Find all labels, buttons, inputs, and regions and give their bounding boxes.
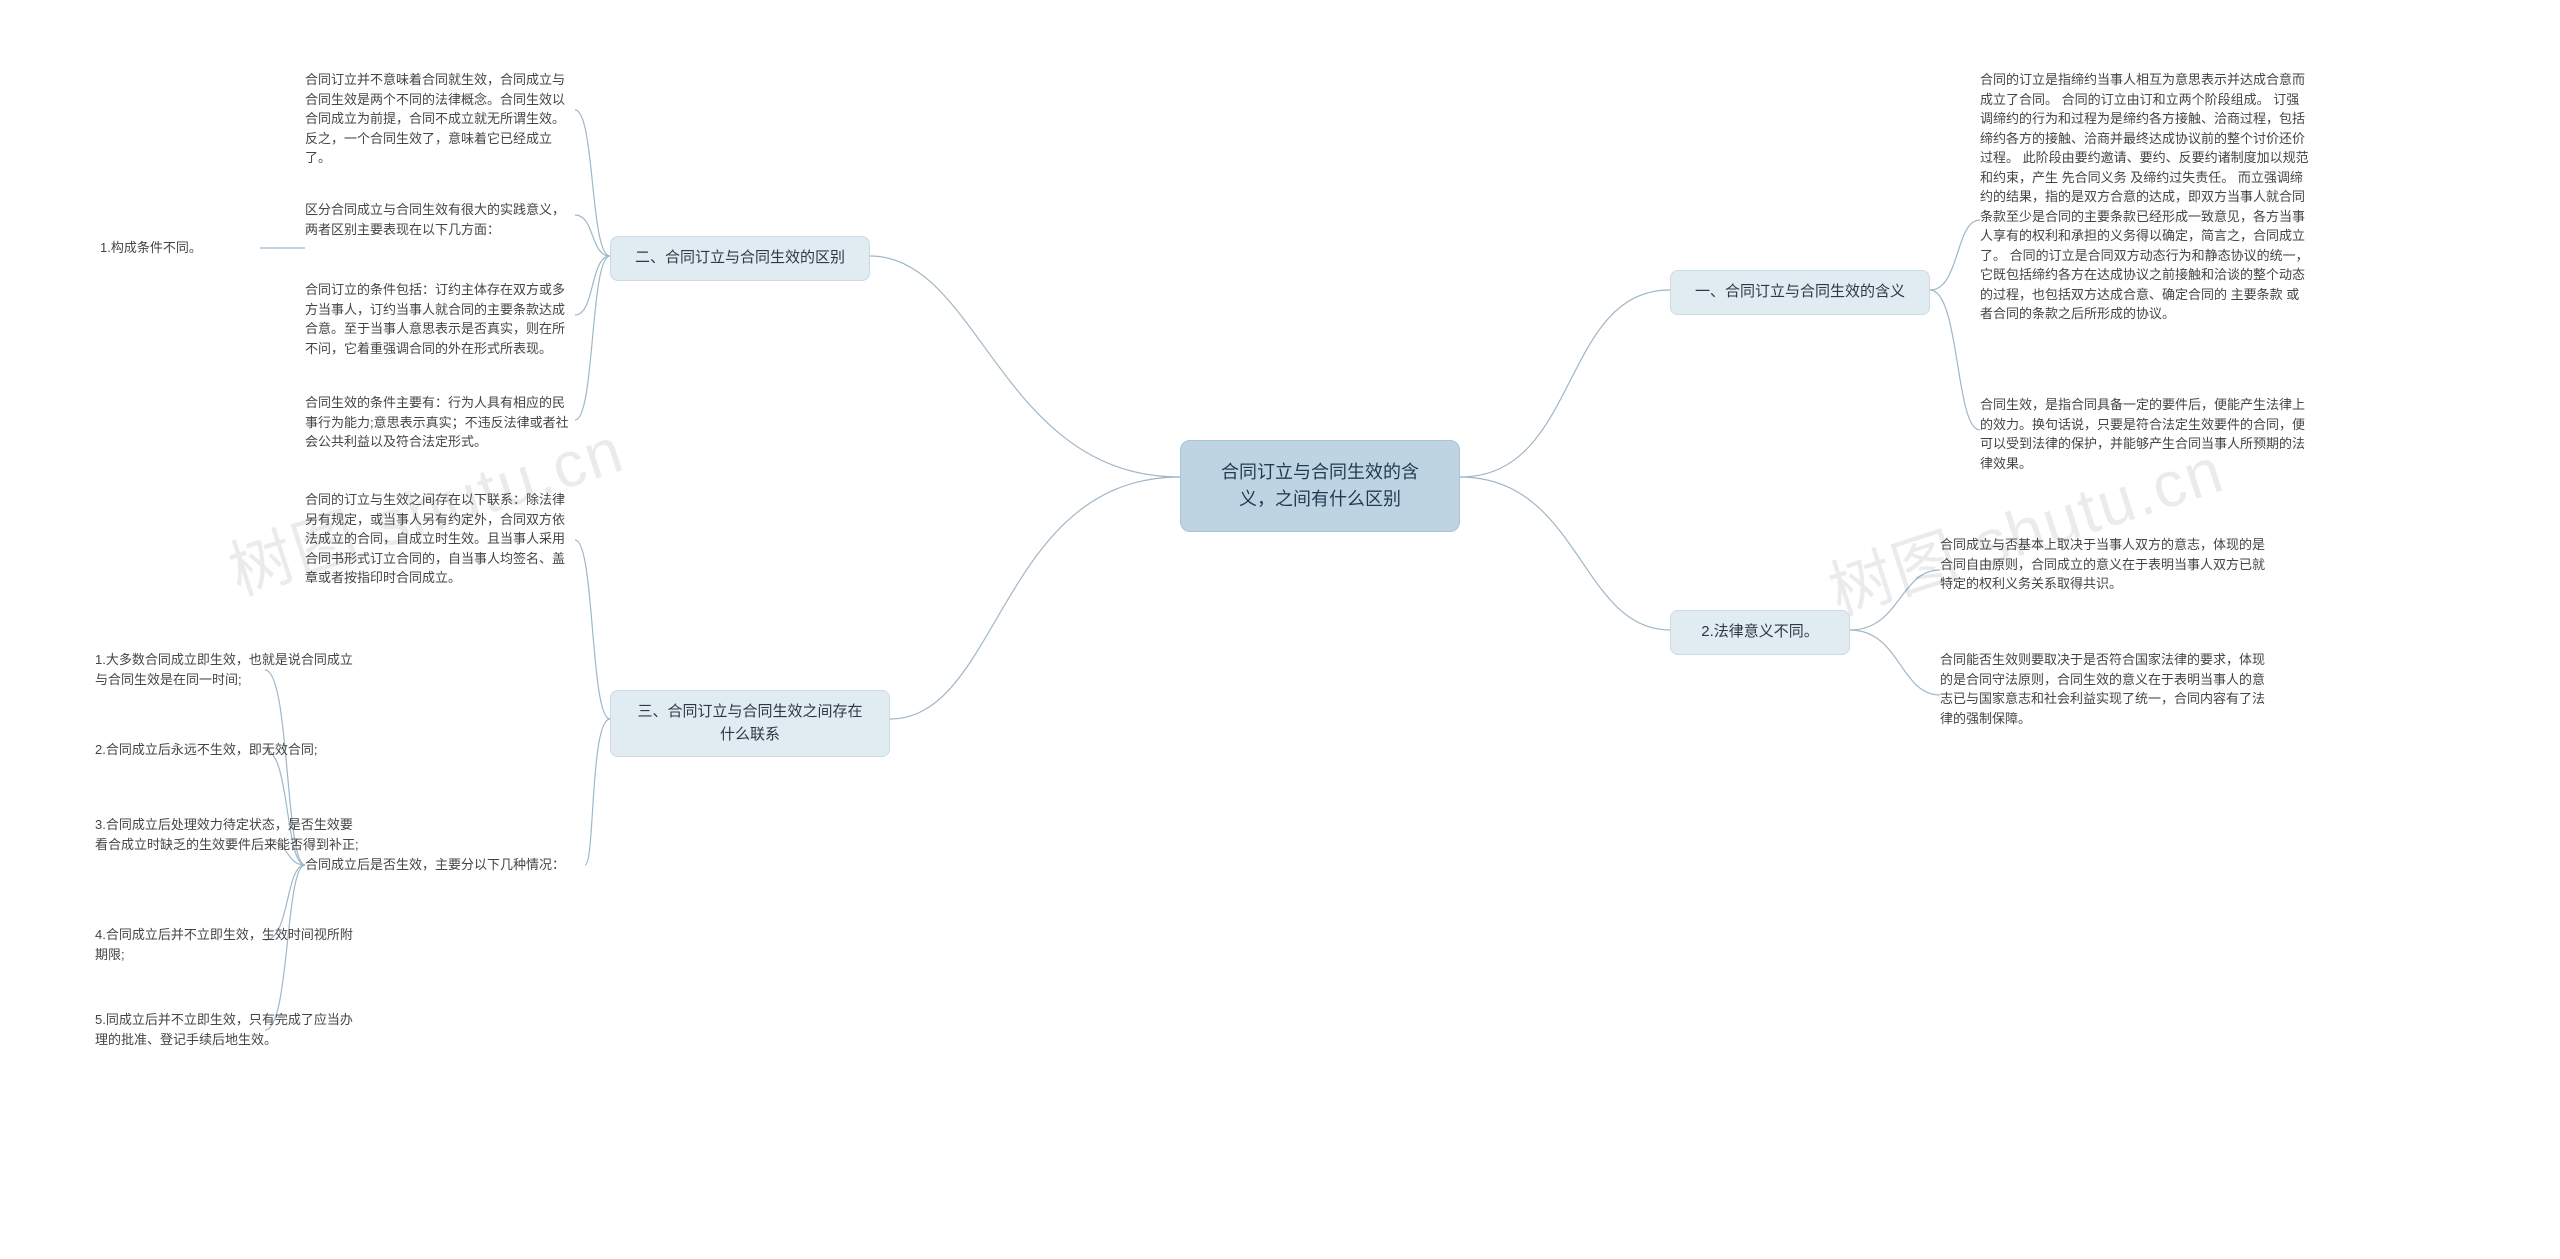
leaf-l1c: 合同订立的条件包括：订约主体存在双方或多方当事人，订约当事人就合同的主要条款达成… <box>305 280 575 358</box>
leaf-l2s5: 5.同成立后并不立即生效，只有完成了应当办理的批准、登记手续后地生效。 <box>95 1010 365 1049</box>
leaf-l1a: 合同订立并不意味着合同就生效，合同成立与合同生效是两个不同的法律概念。合同生效以… <box>305 70 575 168</box>
leaf-text: 合同生效的条件主要有：行为人具有相应的民事行为能力;意思表示真实；不违反法律或者… <box>305 395 569 449</box>
leaf-l2a: 合同的订立与生效之间存在以下联系：除法律另有规定，或当事人另有约定外，合同双方依… <box>305 490 575 588</box>
leaf-text: 合同成立后是否生效，主要分以下几种情况： <box>305 857 565 872</box>
leaf-r1a: 合同的订立是指缔约当事人相互为意思表示并达成合意而成立了合同。 合同的订立由订和… <box>1980 70 2310 324</box>
branch-label: 2.法律意义不同。 <box>1701 623 1819 640</box>
branch-right-2[interactable]: 2.法律意义不同。 <box>1670 610 1850 655</box>
leaf-text: 2.合同成立后永远不生效，即无效合同; <box>95 742 317 757</box>
branch-label-l1: 三、合同订立与合同生效之间存在 <box>629 701 871 724</box>
leaf-text: 合同的订立与生效之间存在以下联系：除法律另有规定，或当事人另有约定外，合同双方依… <box>305 492 565 585</box>
leaf-text: 合同的订立是指缔约当事人相互为意思表示并达成合意而成立了合同。 合同的订立由订和… <box>1980 72 2309 321</box>
branch-right-1[interactable]: 一、合同订立与合同生效的含义 <box>1670 270 1930 315</box>
leaf-text: 5.同成立后并不立即生效，只有完成了应当办理的批准、登记手续后地生效。 <box>95 1012 353 1047</box>
branch-label: 一、合同订立与合同生效的含义 <box>1695 283 1905 300</box>
leaf-l2s2: 2.合同成立后永远不生效，即无效合同; <box>95 740 365 760</box>
leaf-r1b: 合同生效，是指合同具备一定的要件后，便能产生法律上的效力。换句话说，只要是符合法… <box>1980 395 2310 473</box>
leaf-l2s4: 4.合同成立后并不立即生效，生效时间视所附期限; <box>95 925 365 964</box>
leaf-l1b: 区分合同成立与合同生效有很大的实践意义，两者区别主要表现在以下几方面： <box>305 200 575 239</box>
root-line2: 义，之间有什么区别 <box>1207 486 1433 513</box>
root-line1: 合同订立与合同生效的含 <box>1207 459 1433 486</box>
leaf-l1d: 合同生效的条件主要有：行为人具有相应的民事行为能力;意思表示真实；不违反法律或者… <box>305 393 575 452</box>
leaf-r2b: 合同能否生效则要取决于是否符合国家法律的要求，体现的是合同守法原则，合同生效的意… <box>1940 650 2270 728</box>
leaf-text: 合同订立并不意味着合同就生效，合同成立与合同生效是两个不同的法律概念。合同生效以… <box>305 72 565 165</box>
leaf-l2b: 合同成立后是否生效，主要分以下几种情况： <box>305 855 585 875</box>
leaf-l2s3: 3.合同成立后处理效力待定状态，是否生效要看合成立时缺乏的生效要件后来能否得到补… <box>95 815 365 854</box>
leaf-text: 3.合同成立后处理效力待定状态，是否生效要看合成立时缺乏的生效要件后来能否得到补… <box>95 817 359 852</box>
branch-left-2[interactable]: 三、合同订立与合同生效之间存在 什么联系 <box>610 690 890 757</box>
leaf-text: 合同生效，是指合同具备一定的要件后，便能产生法律上的效力。换句话说，只要是符合法… <box>1980 397 2305 471</box>
leaf-text: 1.大多数合同成立即生效，也就是说合同成立与合同生效是在同一时间; <box>95 652 353 687</box>
root-node[interactable]: 合同订立与合同生效的含 义，之间有什么区别 <box>1180 440 1460 532</box>
mindmap-canvas: 树图 shutu.cn 树图 shutu.cn 合同订立与合同生效的含 义，之间… <box>0 0 2560 1259</box>
branch-left-1[interactable]: 二、合同订立与合同生效的区别 <box>610 236 870 281</box>
leaf-text: 区分合同成立与合同生效有很大的实践意义，两者区别主要表现在以下几方面： <box>305 202 565 237</box>
leaf-text: 合同能否生效则要取决于是否符合国家法律的要求，体现的是合同守法原则，合同生效的意… <box>1940 652 2265 726</box>
branch-label: 二、合同订立与合同生效的区别 <box>635 249 845 266</box>
leaf-l1x: 1.构成条件不同。 <box>100 238 260 258</box>
branch-label-l2: 什么联系 <box>629 724 871 747</box>
leaf-text: 4.合同成立后并不立即生效，生效时间视所附期限; <box>95 927 353 962</box>
leaf-r2a: 合同成立与否基本上取决于当事人双方的意志，体现的是合同自由原则，合同成立的意义在… <box>1940 535 2270 594</box>
leaf-text: 合同订立的条件包括：订约主体存在双方或多方当事人，订约当事人就合同的主要条款达成… <box>305 282 565 356</box>
leaf-text: 1.构成条件不同。 <box>100 240 202 255</box>
leaf-l2s1: 1.大多数合同成立即生效，也就是说合同成立与合同生效是在同一时间; <box>95 650 365 689</box>
leaf-text: 合同成立与否基本上取决于当事人双方的意志，体现的是合同自由原则，合同成立的意义在… <box>1940 537 2265 591</box>
